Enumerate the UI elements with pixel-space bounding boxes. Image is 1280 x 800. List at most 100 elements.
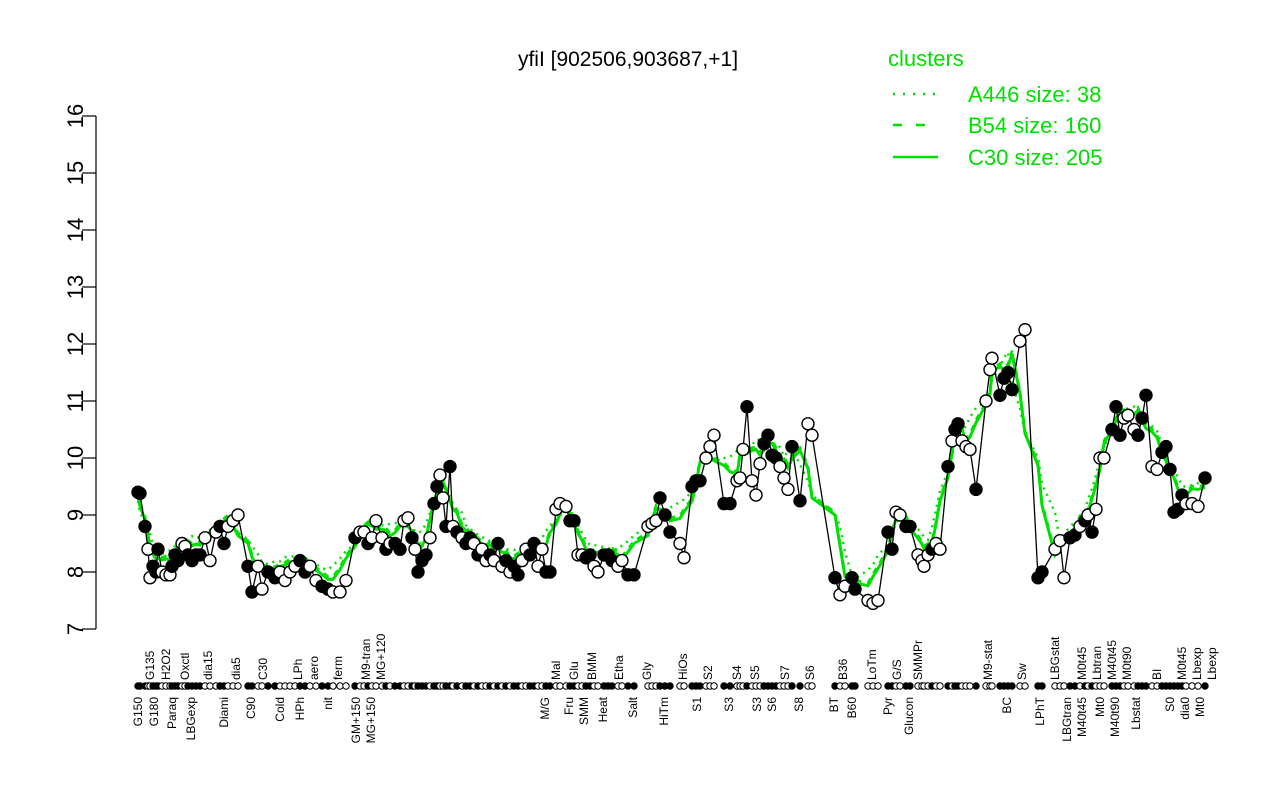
x-tick-label-bottom: Heat — [596, 696, 610, 722]
x-tick-label-bottom: M40t90 — [1108, 697, 1122, 737]
data-point — [1089, 502, 1103, 516]
data-point — [411, 565, 425, 579]
data-point — [933, 542, 947, 556]
data-point — [848, 582, 862, 596]
condition-marker — [318, 682, 326, 690]
x-tick-label-bottom: Lbstat — [1129, 696, 1143, 729]
data-point — [567, 514, 581, 528]
condition-marker — [851, 682, 859, 690]
data-point — [749, 488, 763, 502]
x-tick-label-top: Etha — [612, 655, 626, 680]
condition-marker — [258, 682, 266, 690]
x-tick-label-top: Mal — [549, 661, 563, 680]
data-point — [733, 471, 747, 485]
x-tick-label-top: M40t45 — [1105, 640, 1119, 680]
data-point — [703, 439, 717, 454]
x-tick-label-bottom: Diami — [217, 697, 231, 728]
condition-marker — [264, 682, 272, 690]
y-tick-label: 9 — [63, 509, 88, 521]
data-point — [753, 457, 767, 471]
data-point — [408, 542, 422, 556]
x-tick-label-bottom: S3 — [722, 697, 736, 712]
data-point — [433, 468, 447, 482]
data-point — [1191, 499, 1205, 514]
data-point — [1109, 400, 1123, 414]
condition-marker — [546, 682, 554, 690]
x-tick-label-top: SMMPr — [911, 640, 925, 680]
x-tick-label-top: S7 — [778, 665, 792, 680]
data-point — [1013, 334, 1027, 348]
x-tick-label-bottom: S3 — [750, 697, 764, 712]
data-point — [231, 508, 245, 522]
data-point — [430, 479, 444, 494]
data-point — [523, 548, 537, 562]
data-point — [736, 442, 750, 457]
x-tick-label-bottom: C90 — [244, 697, 258, 719]
x-tick-label-top: Lbexp — [1190, 647, 1204, 680]
x-tick-label-bottom: Glucon — [902, 697, 916, 735]
condition-marker — [312, 682, 320, 690]
x-tick-label-bottom: LBGtran — [1060, 697, 1074, 742]
x-tick-label-top: Sw — [1015, 663, 1029, 680]
condition-marker — [1194, 682, 1202, 690]
data-point — [1113, 428, 1127, 442]
data-point — [723, 496, 737, 511]
x-tick-label-bottom: Paraq — [165, 697, 179, 729]
x-tick-label-top: S2 — [701, 665, 715, 680]
x-tick-label-top: aero — [307, 656, 321, 680]
data-point — [583, 548, 597, 562]
condition-marker — [936, 682, 944, 690]
data-point — [740, 400, 754, 414]
data-point — [333, 585, 347, 599]
data-point — [251, 559, 265, 573]
data-point — [663, 525, 677, 539]
data-point — [805, 428, 819, 442]
data-point — [801, 417, 815, 431]
data-point — [1005, 382, 1019, 397]
x-tick-label-top: S5 — [748, 665, 762, 680]
condition-marker — [726, 682, 734, 690]
x-tick-label-bottom: Mt0 — [1093, 697, 1107, 717]
condition-marker — [1124, 682, 1132, 690]
y-tick-label: 7 — [63, 623, 88, 635]
data-point — [1057, 571, 1071, 585]
x-tick-label-bottom: HiTm — [657, 697, 671, 726]
condition-marker — [696, 682, 704, 690]
condition-marker — [1060, 682, 1068, 690]
data-point — [138, 519, 152, 534]
y-tick-label: 15 — [63, 161, 88, 185]
x-tick-label-top: HiOs — [676, 653, 690, 680]
condition-marker — [342, 682, 350, 690]
data-point — [1159, 439, 1173, 454]
x-tick-label-bottom: BT — [827, 696, 841, 712]
data-point — [917, 559, 931, 573]
data-point — [993, 388, 1007, 402]
x-tick-label-top: LPh — [291, 659, 305, 680]
data-point — [405, 531, 419, 545]
x-tick-label-bottom: Fru — [562, 697, 576, 715]
data-point — [653, 491, 667, 505]
data-point — [627, 568, 641, 582]
data-point — [1085, 525, 1099, 539]
data-point — [151, 542, 165, 556]
data-point — [871, 593, 885, 608]
condition-marker — [710, 682, 718, 690]
data-point — [761, 428, 775, 442]
data-point — [1097, 451, 1111, 465]
data-point — [133, 486, 147, 501]
data-point — [699, 451, 713, 465]
cluster-line-b54 — [136, 350, 1206, 585]
data-point — [369, 514, 383, 528]
data-point — [881, 525, 895, 539]
data-point — [979, 394, 993, 408]
condition-marker — [248, 682, 256, 690]
data-point — [707, 428, 721, 442]
x-tick-label-bottom: M/G — [538, 697, 552, 720]
x-tick-label-bottom: B60 — [845, 697, 859, 719]
x-tick-label-bottom: Pyr — [881, 697, 895, 715]
x-tick-label-top: BI — [1150, 669, 1164, 680]
condition-marker — [329, 682, 337, 690]
x-tick-label-bottom: G150 — [131, 697, 145, 727]
condition-marker — [841, 682, 849, 690]
data-point — [217, 536, 231, 551]
